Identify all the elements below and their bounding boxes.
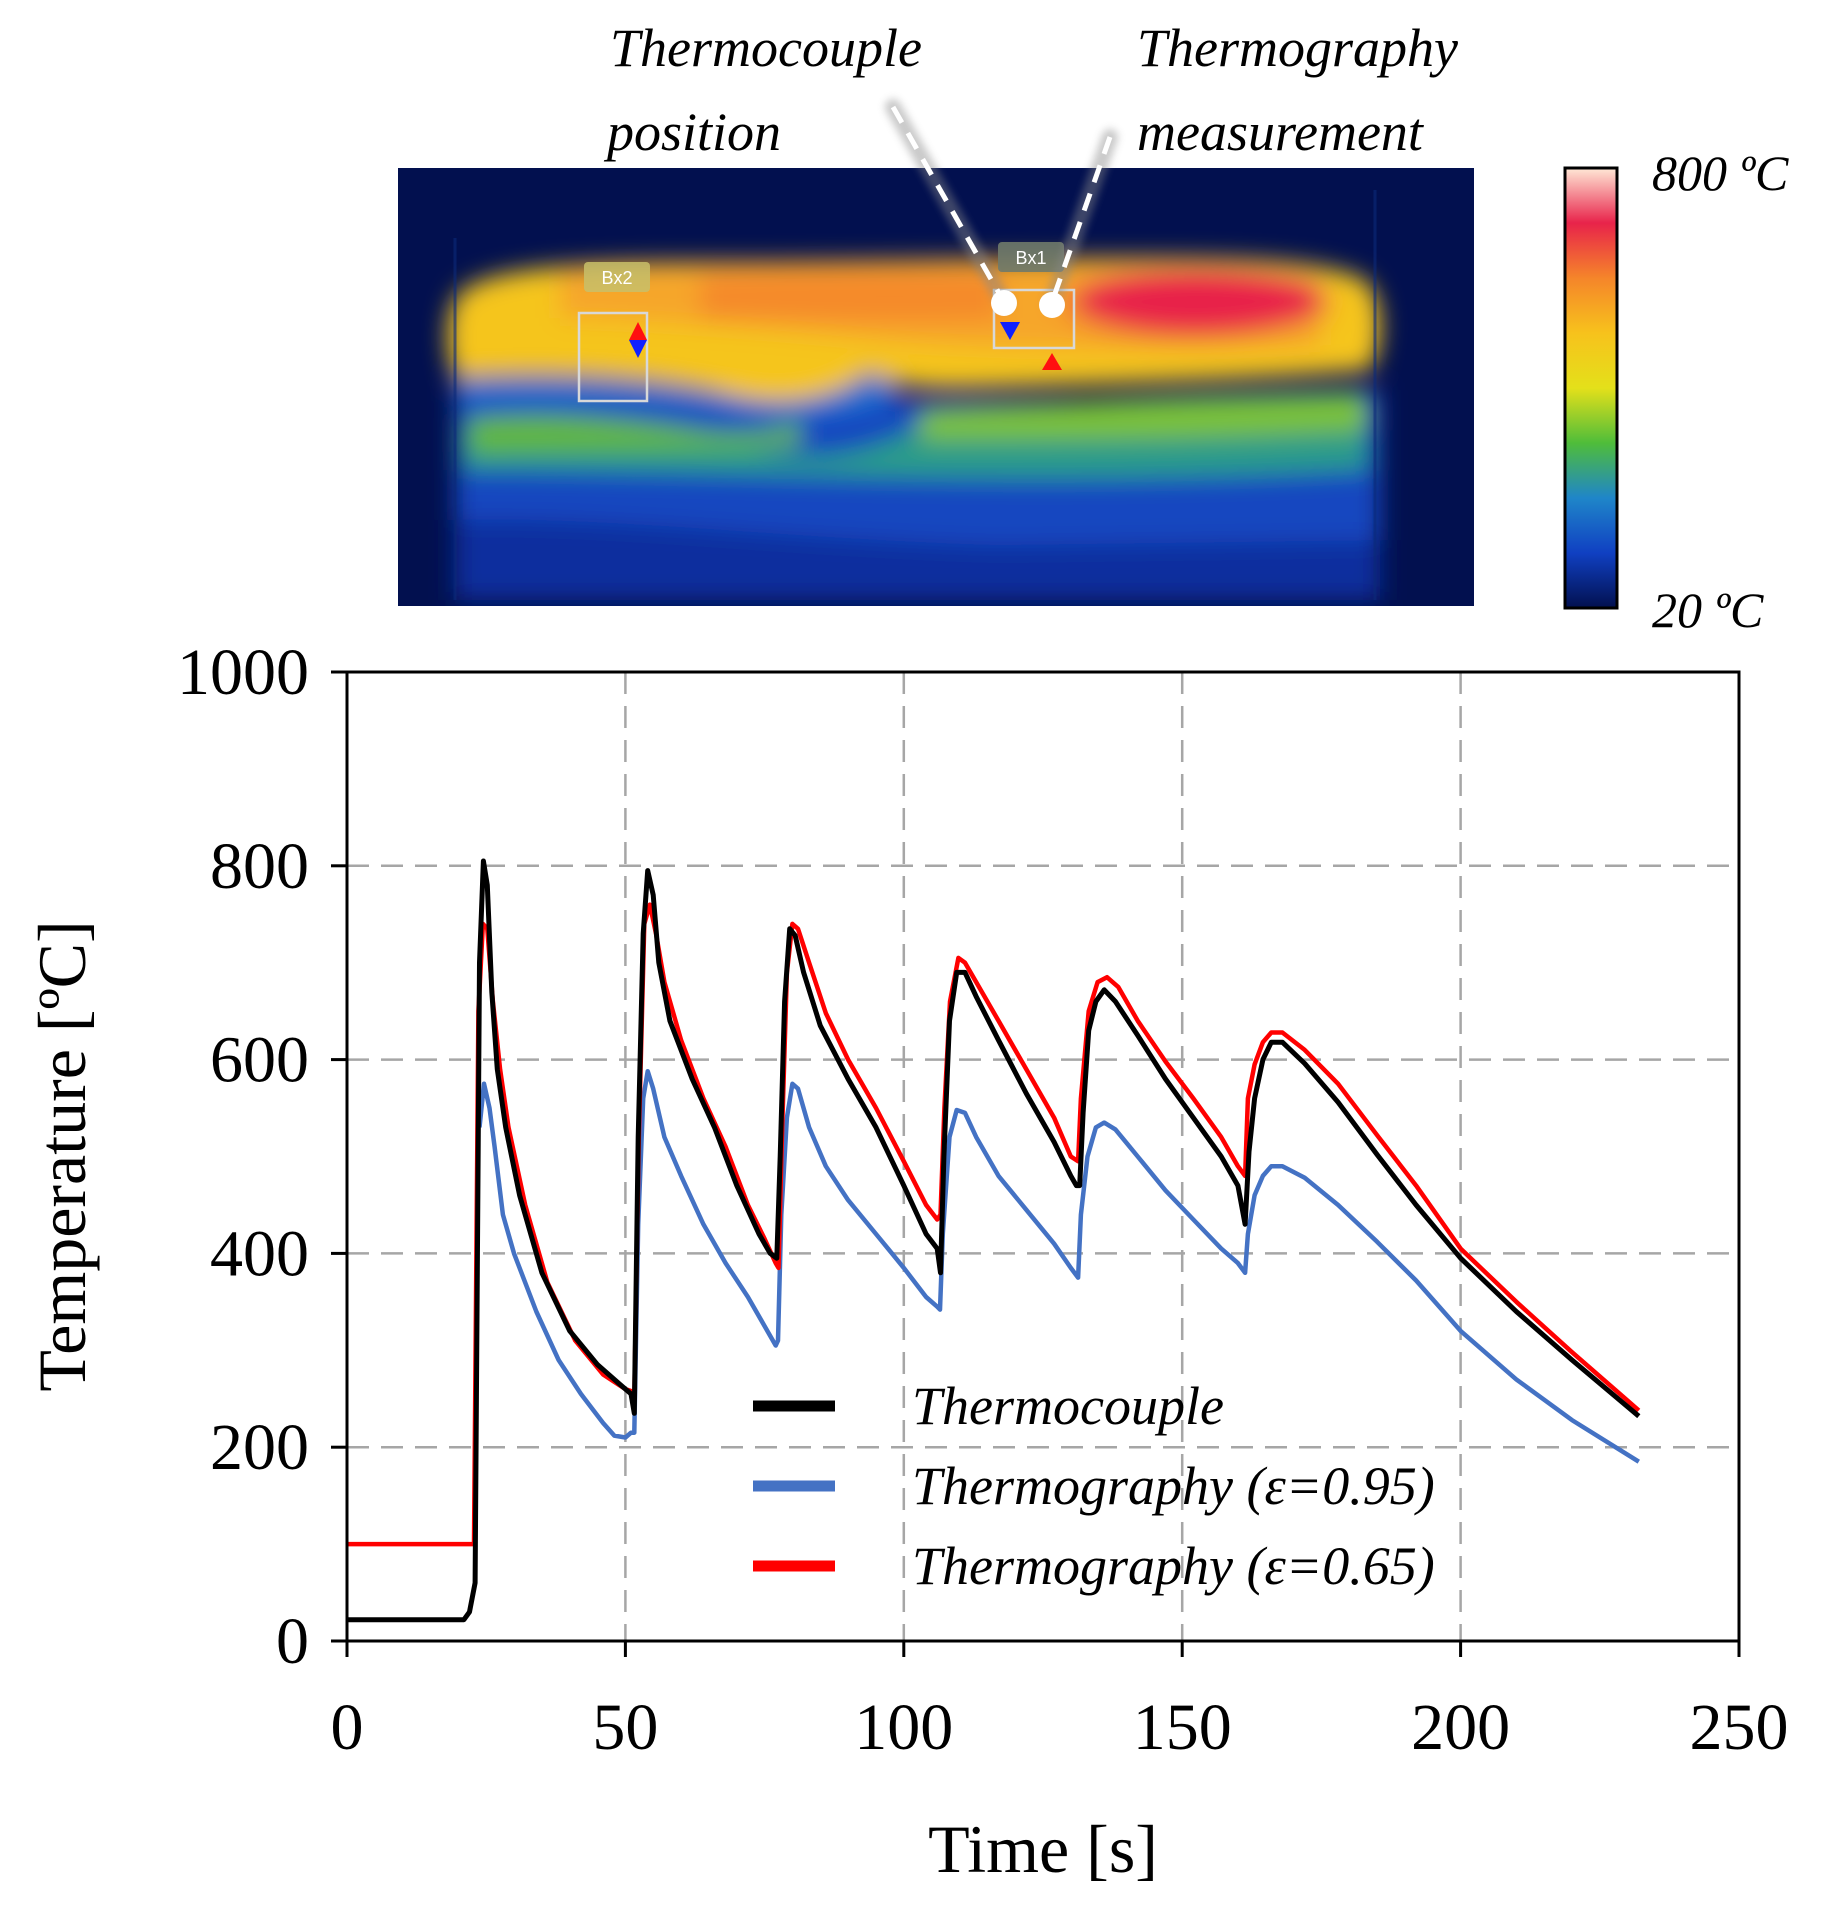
colorbar-gradient [1563,166,1619,610]
bx1-label: Bx1 [1015,248,1046,268]
series-line-0 [347,858,1641,1623]
bx1-marker: Bx1 [992,242,1076,370]
chart-legend: Thermocouple Thermography (ε=0.95) Thermog… [753,1376,1435,1596]
thermography-annotation-line1: Thermography [1137,18,1458,78]
chart-series [347,858,1641,1623]
thermal-image [398,168,1474,606]
annotation-pointers [885,99,1118,318]
series-line-2 [347,902,1641,1547]
x-tick-label: 200 [1411,1691,1510,1764]
x-tick-label: 50 [592,1691,658,1764]
y-axis-label: Temperature [ºC] [24,920,100,1391]
line-chart: 0 50 100 150 200 250 0 200 400 600 800 1000 Thermoc… [24,636,1789,1887]
thermography-annotation-line2: measurement [1137,102,1425,162]
series-line-1 [477,1068,1640,1464]
plot-frame [345,670,1741,1643]
bx2-label: Bx2 [601,268,632,288]
thermography-point [1039,292,1065,318]
y-tick-label: 800 [210,830,309,903]
x-tick-label: 0 [331,1691,364,1764]
colorbar-min-label: 20 ºC [1652,582,1764,638]
annotation-labels: Thermocouple position Thermography measu… [603,18,1458,162]
legend-label-2: Thermography (ε=0.65) [912,1536,1435,1596]
y-tick-label: 0 [276,1605,309,1678]
chart-ticks: 0 50 100 150 200 250 0 200 400 600 800 1000 [177,636,1789,1764]
colorbar-max-label: 800 ºC [1652,145,1789,201]
thermocouple-point [991,290,1017,316]
bx2-marker: Bx2 [577,262,650,403]
x-tick-label: 250 [1690,1691,1789,1764]
thermocouple-annotation-line2: position [603,102,781,162]
colorbar: 800 ºC 20 ºC [1563,145,1789,638]
legend-label-1: Thermography (ε=0.95) [912,1456,1435,1516]
y-tick-label: 1000 [177,636,309,709]
y-tick-label: 400 [210,1217,309,1290]
x-axis-label: Time [s] [928,1811,1158,1887]
x-tick-label: 100 [854,1691,953,1764]
x-tick-label: 150 [1133,1691,1232,1764]
thermocouple-annotation-line1: Thermocouple [610,18,922,78]
legend-label-0: Thermocouple [912,1376,1224,1436]
y-tick-label: 200 [210,1411,309,1484]
y-tick-label: 600 [210,1024,309,1097]
